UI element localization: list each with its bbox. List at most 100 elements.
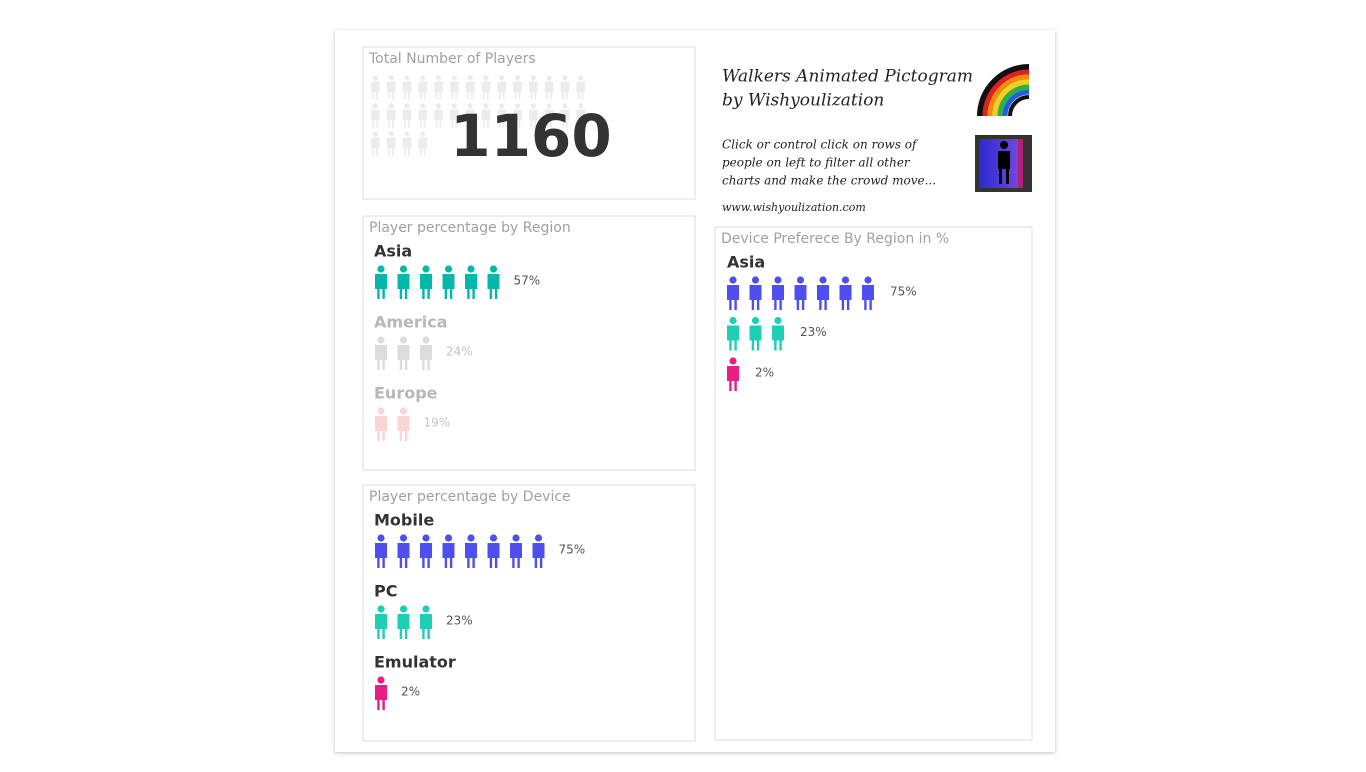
row-name: Emulator [374,653,456,672]
person [397,534,410,568]
person [420,534,432,568]
person [420,265,432,299]
person [386,131,396,156]
person [397,407,410,441]
card-title: Total Number of Players [368,51,536,67]
row-percent: 23% [446,614,473,628]
person [465,75,475,100]
card-title: Player percentage by Device [369,489,571,505]
region-card [362,215,696,471]
pictogram-row[interactable]: Mobile 75% [374,511,585,569]
background-pictogram [371,75,586,156]
row-percent: 75% [559,543,586,557]
row-percent: 19% [424,416,451,430]
info-text: Click or control click on rows of [722,138,919,152]
person [487,534,500,568]
person [749,316,762,351]
row-percent: 2% [401,685,420,699]
person [560,103,570,128]
person [510,534,522,568]
person [576,75,586,100]
person [529,103,538,128]
person [497,75,507,100]
person [434,75,443,100]
person [544,75,554,100]
person [371,75,380,100]
person [450,75,459,100]
person [375,605,387,639]
card-title: Device Preferece By Region in % [721,231,949,247]
person [397,265,410,299]
row-name: America [374,313,448,332]
row-percent: 24% [446,345,473,359]
person [418,103,428,128]
pictogram-row[interactable]: PC 23% [374,582,473,640]
info-title: by Wishyoulization [722,91,884,111]
person [386,75,396,100]
row-name: Mobile [374,511,434,530]
person [420,336,432,370]
person [402,103,412,128]
person [727,357,739,391]
pictogram-row[interactable]: Asia 57% [374,242,540,300]
person [450,103,459,128]
person [442,534,455,568]
person [532,534,545,568]
row-name: PC [374,582,397,601]
person [402,75,412,100]
person [465,265,477,299]
person-icon [975,135,1032,192]
device-card [362,484,696,742]
region-name: Asia [727,253,765,272]
person [576,103,586,128]
pictogram-row[interactable]: Europe 19% [374,384,450,442]
person [375,534,387,568]
row-percent: 23% [800,325,827,339]
total-value: 1160 [450,102,611,170]
person [727,316,739,351]
person [481,75,491,100]
person [513,75,522,100]
person [529,75,538,100]
person [402,131,412,156]
person [487,265,500,299]
person [418,75,428,100]
person [481,103,491,128]
person [465,534,477,568]
person [397,336,410,370]
person [434,103,443,128]
person [513,103,522,128]
info-title: Walkers Animated Pictogram [722,67,973,87]
person [420,605,432,639]
person [465,103,475,128]
row-percent: 75% [890,285,917,299]
person [371,131,380,156]
person [794,276,807,310]
pictogram-row[interactable]: Emulator 2% [374,653,456,711]
person [862,276,874,310]
person [375,336,387,370]
row-percent: 57% [514,274,541,288]
rainbow-icon [975,61,1032,118]
device-region-card [714,226,1033,741]
row-percent: 2% [755,366,774,380]
person [375,676,387,710]
pictogram-row[interactable]: America 24% [374,313,473,371]
person [442,265,455,299]
person [397,605,410,639]
person [371,103,380,128]
person [560,75,570,100]
card-title: Player percentage by Region [369,220,571,236]
info-text: people on left to filter all other [722,156,911,170]
person [418,131,428,156]
total-card [362,46,696,200]
row-name: Europe [374,384,438,403]
person [772,316,784,351]
person [772,276,784,310]
person [544,103,554,128]
row-name: Asia [374,242,412,261]
info-text: charts and make the crowd move... [722,174,936,188]
person [727,276,739,310]
person [497,103,507,128]
